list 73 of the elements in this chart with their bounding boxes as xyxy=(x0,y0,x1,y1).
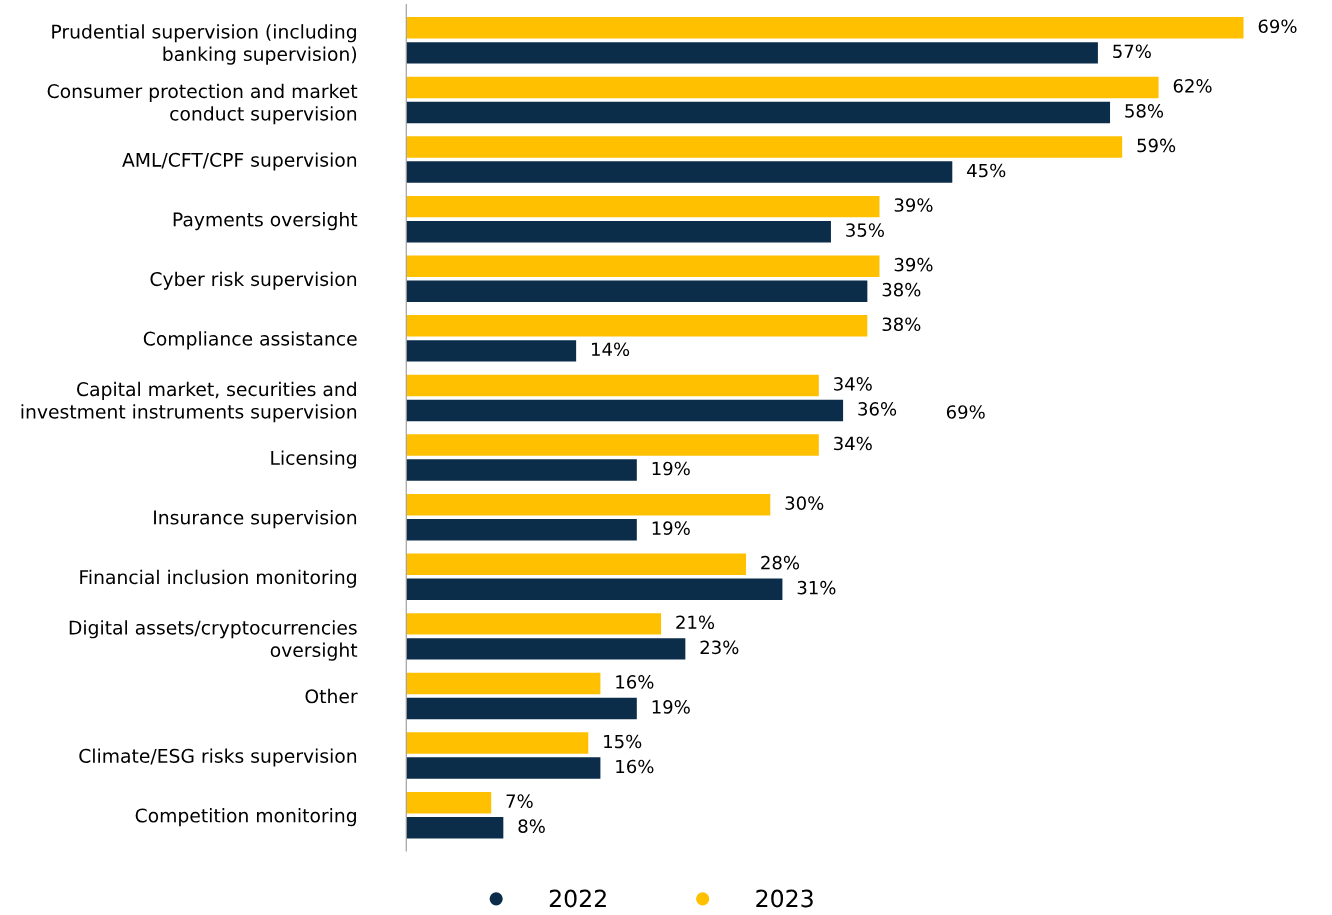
data-label: 36% xyxy=(858,402,897,416)
data-label: 21% xyxy=(676,615,715,630)
data-label: 23% xyxy=(700,640,739,655)
bar xyxy=(406,434,819,456)
y-tick-label: Digital assets/cryptocurrencies oversight xyxy=(69,620,358,661)
data-label: 39% xyxy=(894,257,933,272)
bar xyxy=(406,672,601,695)
bar xyxy=(406,17,1244,39)
bar xyxy=(406,697,637,720)
bar xyxy=(406,816,504,839)
bar xyxy=(406,399,844,422)
bar xyxy=(406,493,771,516)
data-label: 8% xyxy=(518,819,545,833)
data-label: 19% xyxy=(652,461,690,476)
y-tick-label: Insurance supervision xyxy=(154,510,357,529)
data-label: 19% xyxy=(652,521,690,535)
y-tick-label: Other xyxy=(305,688,358,704)
data-label: 38% xyxy=(882,317,921,332)
y-tick-label: Consumer protection and market conduct supervision xyxy=(47,83,358,125)
bar xyxy=(406,195,880,218)
data-label: 16% xyxy=(616,675,654,689)
annotation: 69% xyxy=(946,405,985,419)
data-label: 35% xyxy=(846,223,884,237)
bar xyxy=(406,459,637,481)
data-label: 38% xyxy=(882,282,921,297)
data-label: 14% xyxy=(592,342,630,357)
bar xyxy=(406,101,1111,124)
bar xyxy=(406,42,1098,64)
legend-label: 2022 xyxy=(549,889,606,908)
y-tick-label: Climate/ESG risks supervision xyxy=(79,748,357,767)
y-tick-label: Prudential supervision (including banking supervision) xyxy=(52,24,357,65)
legend-label: 2023 xyxy=(756,889,813,908)
bar xyxy=(406,613,662,635)
bar xyxy=(406,220,831,243)
data-label: 15% xyxy=(604,734,642,749)
bar xyxy=(406,76,1159,99)
data-label: 57% xyxy=(1113,44,1151,59)
data-label: 62% xyxy=(1173,79,1212,93)
y-tick-label: Capital market, securities and investment instruments supervision xyxy=(21,381,357,423)
bar xyxy=(406,757,601,779)
bar xyxy=(406,280,868,302)
bar xyxy=(406,255,880,277)
bar xyxy=(406,315,868,337)
data-label: 16% xyxy=(616,759,654,774)
y-tick-label: Licensing xyxy=(271,450,356,469)
bar xyxy=(406,136,1123,158)
y-tick-label: Financial inclusion monitoring xyxy=(80,569,356,588)
data-label: 39% xyxy=(894,198,933,212)
data-label: 58% xyxy=(1125,104,1164,118)
bar xyxy=(406,578,783,601)
y-tick-label: Cyber risk supervision xyxy=(150,271,357,290)
data-label: 34% xyxy=(834,377,872,391)
data-label: 34% xyxy=(834,436,872,451)
y-tick-label: Competition monitoring xyxy=(135,808,356,827)
data-label: 30% xyxy=(785,496,824,510)
data-label: 69% xyxy=(1258,19,1297,34)
y-tick-label: Compliance assistance xyxy=(143,331,357,350)
data-label: 31% xyxy=(797,580,836,595)
y-tick-label: Payments oversight xyxy=(173,212,358,231)
bar xyxy=(406,161,953,183)
bar xyxy=(406,638,686,660)
bar xyxy=(406,518,637,541)
data-label: 7% xyxy=(506,794,533,808)
data-label: 59% xyxy=(1137,138,1176,153)
data-label: 28% xyxy=(761,555,800,570)
bar xyxy=(406,374,819,397)
data-label: 45% xyxy=(967,163,1006,178)
data-label: 19% xyxy=(652,700,690,714)
bar xyxy=(406,732,589,754)
bar xyxy=(406,553,747,575)
bar xyxy=(406,791,492,814)
y-tick-label: AML/CFT/CPF supervision xyxy=(122,152,357,171)
bar xyxy=(406,340,577,362)
